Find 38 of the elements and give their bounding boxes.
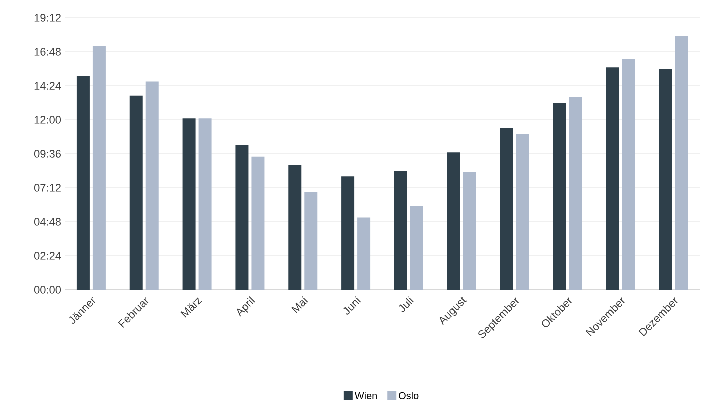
y-tick-label: 04:48 (34, 218, 61, 226)
bar (342, 176, 355, 290)
bar (516, 134, 530, 290)
bar (358, 218, 371, 290)
legend-label: Wien (354, 392, 377, 400)
bar (92, 46, 106, 290)
y-tick-label: 14:24 (34, 82, 62, 90)
bar (569, 97, 582, 290)
bar (447, 152, 460, 290)
bar (675, 36, 688, 290)
y-tick-label: 00:00 (34, 286, 62, 294)
bar (410, 206, 424, 290)
bar (394, 171, 408, 290)
bar (76, 76, 90, 290)
bar (252, 156, 265, 290)
bar (463, 172, 476, 290)
bar (288, 165, 302, 290)
legend-label: Oslo (399, 392, 419, 400)
bar (622, 59, 636, 290)
bar (236, 146, 249, 290)
bar (659, 69, 672, 290)
y-tick-label: 02:24 (34, 252, 62, 260)
y-tick-label: 07:12 (34, 184, 61, 192)
y-tick-label: 19:12 (34, 14, 61, 22)
x-tick-label: Juni (344, 296, 362, 315)
y-tick-label: 12:00 (34, 116, 62, 124)
bar (304, 192, 318, 290)
bar (553, 103, 566, 290)
y-tick-label: 16:48 (34, 48, 61, 56)
bar (606, 68, 620, 290)
bar (130, 96, 143, 290)
bar (500, 128, 514, 290)
bar (146, 82, 159, 290)
x-tick-label: Mai (292, 296, 308, 314)
bar (198, 118, 212, 290)
y-tick-label: 09:36 (34, 150, 61, 158)
x-tick-label: Juli (399, 296, 414, 312)
bar (182, 118, 196, 290)
